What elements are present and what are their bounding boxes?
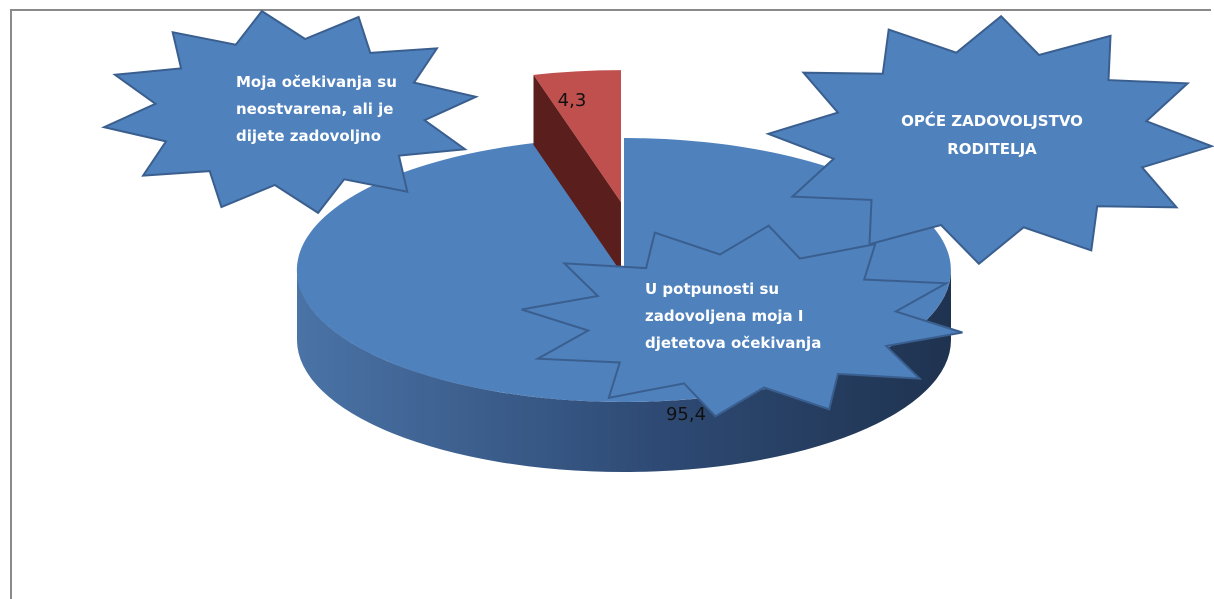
data-label-main: 95,4 <box>666 404 706 425</box>
pie-slice-small-side <box>533 74 621 273</box>
chart-frame <box>10 9 1211 599</box>
callout-center-line-3: djetetova očekivanja <box>645 334 821 352</box>
data-label-small: 4,3 <box>558 90 587 111</box>
callout-left-line-2: neostvarena, ali je <box>236 100 393 118</box>
callout-right-line-2: RODITELJA <box>947 140 1037 158</box>
callout-right-line-1: OPĆE ZADOVOLJSTVO <box>901 111 1083 130</box>
callout-center-line-2: zadovoljena moja I <box>645 307 803 325</box>
callout-right: OPĆE ZADOVOLJSTVO RODITELJA <box>765 14 1214 266</box>
callout-center-line-1: U potpunosti su <box>645 280 779 298</box>
callout-center: U potpunosti su zadovoljena moja I djete… <box>521 224 963 418</box>
starburst-center <box>521 224 963 418</box>
callout-left: Moja očekivanja su neostvarena, ali je d… <box>100 9 480 215</box>
pie-slice-small <box>533 70 621 203</box>
starburst-right <box>765 14 1214 266</box>
callout-left-line-1: Moja očekivanja su <box>236 73 397 91</box>
pie-slice-main-side <box>297 270 951 472</box>
starburst-left <box>100 9 480 215</box>
callout-left-line-3: dijete zadovoljno <box>236 127 381 145</box>
